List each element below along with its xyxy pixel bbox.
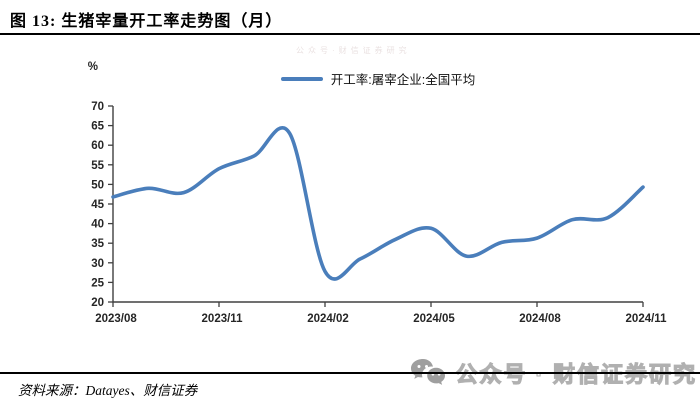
y-tick-label: 60 xyxy=(91,140,104,152)
legend-series-label: 开工率:屠宰企业:全国平均 xyxy=(330,73,476,87)
x-tick-label: 2024/02 xyxy=(307,313,349,325)
wechat-watermark-text: 公众号 · 财信证券研究 xyxy=(455,361,697,387)
legend-line-swatch xyxy=(280,76,323,81)
line-chart: 20 25 30 35 40 45 50 55 60 65 70 2023/08 2023/11 2024… xyxy=(91,101,668,325)
y-tick-label: 20 xyxy=(91,297,104,309)
x-tick-label: 2024/11 xyxy=(626,313,668,325)
y-tick-label: 50 xyxy=(91,179,104,191)
bottom-rule xyxy=(0,372,700,374)
y-tick-label: 40 xyxy=(91,219,104,231)
faint-top-watermark: 公众号·财信证券研究 xyxy=(296,46,411,55)
series-line xyxy=(111,126,645,281)
x-tick-label: 2024/08 xyxy=(519,313,561,325)
y-tick-label: 25 xyxy=(91,277,104,289)
y-tick-label: 45 xyxy=(91,199,104,211)
y-tick-label: 30 xyxy=(91,258,104,270)
x-tick-label: 2024/05 xyxy=(413,313,455,325)
y-tick-label: 55 xyxy=(91,160,104,172)
y-axis-unit-label: % xyxy=(87,61,98,73)
y-tick-label: 65 xyxy=(91,121,104,133)
x-tick-label: 2023/08 xyxy=(95,313,137,325)
top-rule xyxy=(0,33,700,35)
chart-legend: 开工率:屠宰企业:全国平均 xyxy=(113,69,643,88)
y-tick-label: 35 xyxy=(91,238,104,250)
figure-title: 图 13: 生猪宰量开工率走势图（月） xyxy=(10,13,283,30)
chart-axes xyxy=(112,106,643,303)
x-tick-label: 2023/11 xyxy=(202,313,244,325)
source-note: 资料来源：Datayes、财信证券 xyxy=(18,383,198,398)
y-tick-label: 70 xyxy=(91,101,104,113)
